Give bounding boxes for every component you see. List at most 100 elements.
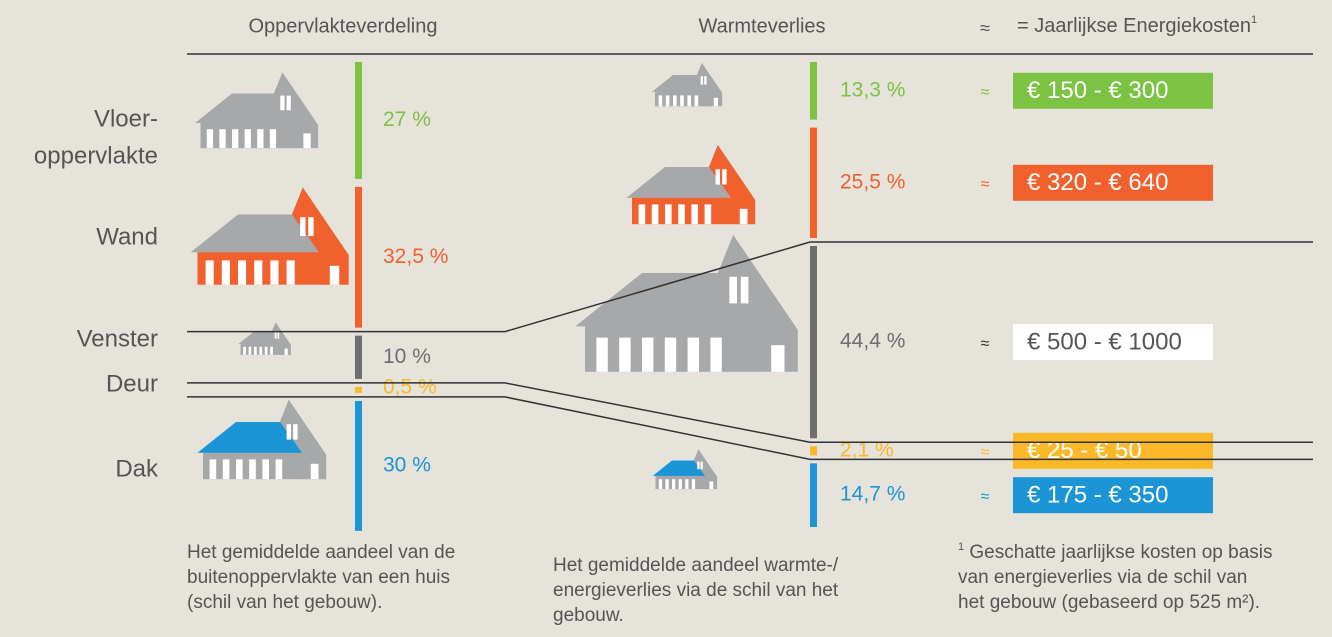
house-window: [691, 204, 698, 225]
house-window: [672, 479, 676, 490]
surface-note: (schil van het gebouw).: [187, 592, 382, 613]
house-attic-window: [293, 424, 298, 440]
house-window: [254, 260, 263, 285]
house-window: [219, 129, 226, 149]
house-icon: [195, 72, 319, 149]
part-label: Venster: [77, 325, 158, 352]
house-attic-window: [280, 95, 285, 111]
part-label: Vloer-: [94, 105, 158, 132]
house-window: [248, 346, 252, 355]
house-icon: [190, 187, 349, 285]
cost-value: € 175 - € 350: [1027, 482, 1168, 509]
link-line: [187, 382, 1313, 444]
house-attic-window: [722, 169, 727, 185]
house-gable: [694, 449, 718, 490]
surface-bar: [355, 186, 362, 328]
approx-sign: ≈: [981, 335, 990, 352]
house-window: [680, 95, 684, 107]
loss-note: gebouw.: [553, 605, 624, 626]
surface-note: Het gemiddelde aandeel van de: [187, 542, 455, 563]
house-gable: [292, 187, 349, 285]
house-window: [269, 129, 277, 149]
cost-box: [1013, 164, 1213, 201]
part-label: oppervlakte: [34, 142, 158, 169]
surface-bar: [355, 335, 362, 379]
house-window: [243, 346, 246, 355]
cost-note: het gebouw (gebaseerd op 525 m²).: [958, 592, 1260, 613]
house-icon: [652, 63, 723, 107]
house-gable: [697, 63, 723, 107]
house-icon: [197, 400, 327, 480]
house-window: [691, 479, 696, 490]
house-attic-window: [300, 217, 306, 237]
house-window: [665, 204, 672, 225]
loss-value: 14,7 %: [840, 483, 905, 506]
house-window: [710, 337, 722, 372]
house-window: [619, 337, 631, 372]
part-label: Dak: [115, 455, 159, 482]
house-door: [310, 463, 319, 480]
cost-box: [1013, 432, 1213, 469]
house-window: [270, 346, 273, 355]
house-window: [206, 129, 214, 149]
house-window: [264, 346, 268, 355]
house-attic-window: [697, 461, 700, 470]
approx-sign: ≈: [981, 444, 990, 461]
house-window: [596, 337, 608, 372]
house-window: [658, 95, 663, 107]
house-window: [685, 479, 689, 490]
loss-bar: [810, 446, 817, 456]
house-gable: [280, 400, 327, 480]
house-attic-window: [700, 76, 703, 85]
house-gable: [272, 322, 291, 355]
house-door: [771, 345, 785, 372]
surface-value: 0,5 %: [383, 375, 437, 398]
house-window: [687, 337, 699, 372]
cost-note-mark: 1: [958, 541, 964, 553]
loss-value: 44,4 %: [840, 330, 905, 353]
cost-box: [1013, 72, 1213, 109]
house-window: [694, 95, 699, 107]
house-attic-window: [286, 95, 291, 111]
house-window: [286, 260, 295, 285]
house-window: [275, 459, 283, 480]
surface-bar: [355, 386, 362, 393]
cost-value: € 150 - € 300: [1027, 77, 1168, 104]
house-window: [222, 459, 230, 480]
house-window: [664, 337, 677, 372]
cost-title: = Jaarlijkse Energiekosten1: [1017, 14, 1257, 37]
house-window: [232, 129, 239, 149]
part-label: Wand: [96, 223, 158, 250]
approx-sign: ≈: [981, 488, 990, 505]
house-gable: [274, 72, 319, 149]
loss-bar: [810, 246, 817, 439]
house-window: [673, 95, 677, 107]
house-window: [665, 479, 669, 490]
cost-note-line: Geschatte jaarlijkse kosten op basis: [964, 542, 1272, 563]
cost-title-note: 1: [1251, 14, 1257, 26]
loss-bar: [810, 127, 817, 239]
house-window: [221, 260, 230, 285]
cost-note-line: het gebouw (gebaseerd op 525 m²).: [958, 592, 1260, 613]
cost-note-line: van energieverlies via de schil van: [958, 567, 1247, 588]
house-window: [678, 479, 682, 490]
house-attic-window: [740, 276, 749, 304]
house-window: [704, 204, 712, 225]
house-icon: [575, 235, 798, 372]
surface-bar: [355, 62, 362, 179]
house-window: [651, 204, 659, 225]
house-window: [205, 260, 214, 285]
house-gable: [718, 235, 798, 372]
house-window: [270, 260, 279, 285]
house-door: [739, 208, 748, 225]
house-door: [709, 481, 714, 490]
surface-title: Oppervlakteverdeling: [249, 15, 438, 37]
loss-bar: [810, 463, 817, 527]
house-attic-window: [704, 76, 707, 85]
cost-value: € 500 - € 1000: [1027, 328, 1182, 355]
house-attic-window: [308, 217, 314, 237]
house-window: [259, 346, 263, 355]
surface-note: buitenoppervlakte van een huis: [187, 567, 450, 588]
loss-value: 2,1 %: [840, 438, 894, 461]
